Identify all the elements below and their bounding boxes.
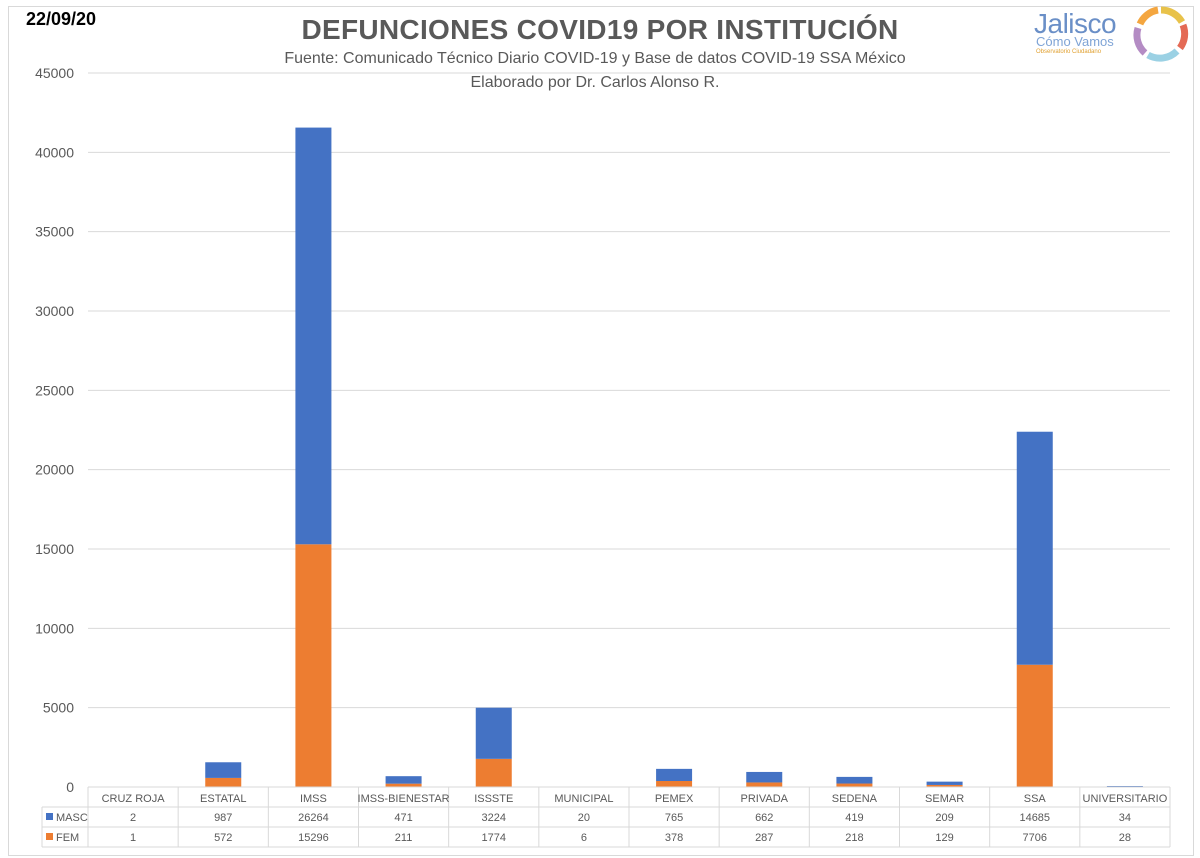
- logo-name: Jalisco: [1034, 8, 1117, 39]
- bar-fem: [295, 544, 332, 787]
- logo-tagline: Cómo Vamos: [1036, 34, 1114, 49]
- x-category-label: CRUZ ROJA: [102, 793, 166, 805]
- data-value: 211: [395, 832, 413, 844]
- chart-subtitle-author: Elaborado por Dr. Carlos Alonso R.: [470, 74, 720, 91]
- bar-fem: [836, 783, 873, 787]
- legend-label: MASC: [56, 812, 88, 824]
- x-category-label: SEDENA: [832, 793, 878, 805]
- legend-swatch: [46, 813, 53, 820]
- bar-fem: [926, 784, 963, 787]
- data-value: 34: [1119, 812, 1131, 824]
- bar-fem: [656, 781, 693, 787]
- x-category-label: IMSS-BIENESTAR: [358, 793, 450, 805]
- data-value: 28: [1119, 832, 1131, 844]
- data-value: 20: [578, 812, 590, 824]
- logo-subtagline: Observatorio Ciudadano: [1036, 49, 1102, 55]
- bar-masc: [385, 776, 422, 784]
- bar-masc: [475, 707, 512, 759]
- y-tick-label: 40000: [35, 144, 74, 160]
- bar-masc: [656, 768, 693, 782]
- y-tick-label: 45000: [35, 65, 74, 81]
- data-value: 662: [755, 812, 773, 824]
- y-tick-label: 15000: [35, 541, 74, 557]
- x-category-label: ISSSTE: [474, 793, 513, 805]
- data-value: 6: [581, 832, 587, 844]
- data-value: 471: [394, 812, 412, 824]
- chart-subtitle-source: Fuente: Comunicado Técnico Diario COVID-…: [284, 50, 906, 67]
- data-value: 987: [214, 812, 232, 824]
- x-category-label: UNIVERSITARIO: [1083, 793, 1168, 805]
- bar-masc: [295, 127, 332, 545]
- y-tick-label: 25000: [35, 382, 74, 398]
- data-value: 7706: [1023, 832, 1047, 844]
- x-category-label: PEMEX: [655, 793, 694, 805]
- bar-masc: [1106, 786, 1143, 787]
- data-value: 15296: [298, 832, 329, 844]
- date-label: 22/09/20: [26, 9, 97, 29]
- x-category-label: SEMAR: [925, 793, 964, 805]
- data-value: 26264: [298, 812, 329, 824]
- data-value: 209: [935, 812, 953, 824]
- logo-ring-icon: [1133, 6, 1189, 62]
- y-tick-label: 5000: [43, 700, 74, 716]
- data-value: 218: [845, 832, 863, 844]
- data-value: 419: [845, 812, 863, 824]
- bar-fem: [1016, 664, 1053, 787]
- x-category-label: MUNICIPAL: [554, 793, 613, 805]
- x-category-label: IMSS: [300, 793, 327, 805]
- bar-fem: [205, 777, 242, 787]
- bar-masc: [836, 776, 873, 784]
- x-category-label: ESTATAL: [200, 793, 246, 805]
- bar-masc: [926, 781, 963, 785]
- x-category-label: PRIVADA: [741, 793, 789, 805]
- data-value: 572: [214, 832, 232, 844]
- data-value: 129: [935, 832, 953, 844]
- data-value: 2: [130, 812, 136, 824]
- legend-label: FEM: [56, 832, 79, 844]
- legend-swatch: [46, 833, 53, 840]
- data-value: 3224: [482, 812, 506, 824]
- chart-title: DEFUNCIONES COVID19 POR INSTITUCIÓN: [301, 14, 899, 45]
- bar-fem: [746, 782, 783, 787]
- data-value: 287: [755, 832, 773, 844]
- bar-masc: [205, 762, 242, 778]
- y-tick-label: 0: [66, 779, 74, 795]
- y-tick-label: 35000: [35, 224, 74, 240]
- x-category-label: SSA: [1024, 793, 1047, 805]
- data-value: 378: [665, 832, 683, 844]
- data-value: 1: [130, 832, 136, 844]
- data-value: 1774: [482, 832, 506, 844]
- data-value: 14685: [1019, 812, 1050, 824]
- jalisco-logo: Jalisco Cómo Vamos Observatorio Ciudadan…: [1034, 4, 1196, 62]
- bar-fem: [385, 783, 422, 787]
- bar-masc: [746, 771, 783, 783]
- y-tick-label: 10000: [35, 620, 74, 636]
- y-tick-label: 30000: [35, 303, 74, 319]
- y-tick-label: 20000: [35, 462, 74, 478]
- bar-fem: [475, 758, 512, 787]
- bar-masc: [1016, 431, 1053, 665]
- data-value: 765: [665, 812, 683, 824]
